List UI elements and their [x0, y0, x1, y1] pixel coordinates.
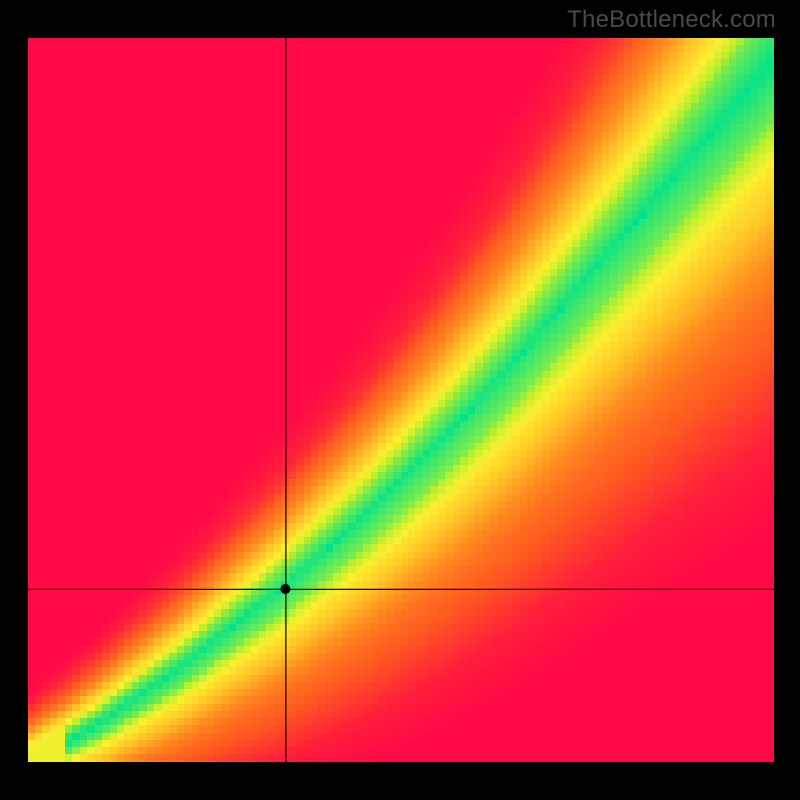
watermark-text: TheBottleneck.com	[567, 6, 776, 34]
heatmap-plot	[28, 38, 774, 762]
